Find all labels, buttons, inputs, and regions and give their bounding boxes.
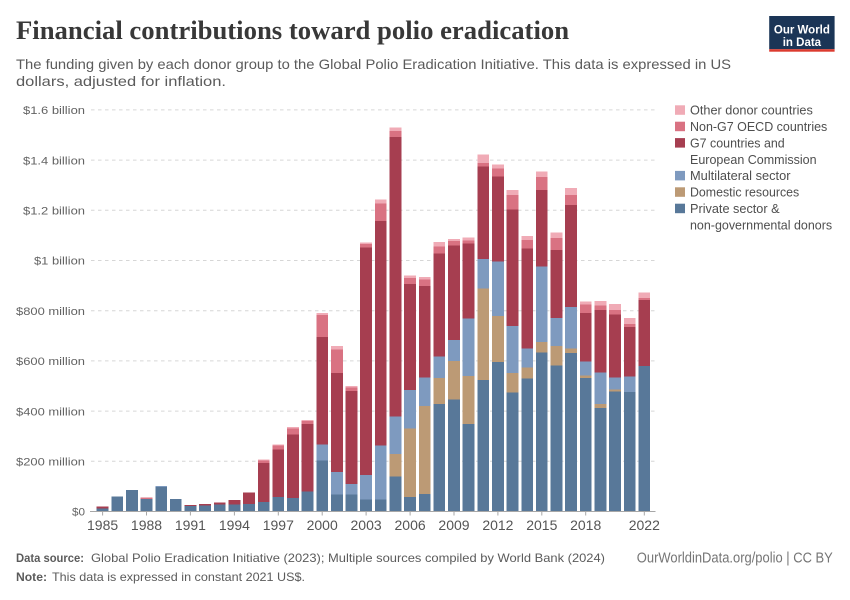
- svg-text:$400 million: $400 million: [16, 406, 85, 418]
- svg-text:$600 million: $600 million: [16, 356, 85, 368]
- svg-text:G7 countries and: G7 countries and: [690, 135, 785, 150]
- svg-text:2012: 2012: [482, 517, 513, 533]
- svg-text:1997: 1997: [263, 517, 294, 533]
- svg-text:$200 million: $200 million: [16, 457, 85, 469]
- svg-text:Private sector &: Private sector &: [690, 201, 780, 216]
- svg-text:2018: 2018: [570, 517, 601, 533]
- svg-text:Global Polio Eradication Initi: Global Polio Eradication Initiative (202…: [91, 551, 605, 565]
- svg-text:OurWorldinData.org/polio | CC: OurWorldinData.org/polio | CC BY: [637, 551, 833, 567]
- svg-text:Other donor countries: Other donor countries: [690, 103, 813, 118]
- svg-text:$0: $0: [72, 507, 85, 519]
- svg-text:2022: 2022: [629, 517, 660, 533]
- svg-text:1985: 1985: [87, 517, 118, 533]
- svg-text:in Data: in Data: [783, 37, 822, 49]
- svg-text:European Commission: European Commission: [690, 152, 817, 167]
- svg-text:Financial contributions toward: Financial contributions toward polio era…: [16, 15, 569, 45]
- svg-text:Data source:: Data source:: [16, 551, 84, 565]
- svg-text:Note:: Note:: [16, 570, 47, 584]
- svg-text:This data is expressed in cons: This data is expressed in constant 2021 …: [52, 570, 305, 584]
- svg-text:2009: 2009: [438, 517, 469, 533]
- svg-text:1994: 1994: [219, 517, 250, 533]
- svg-text:non-governmental donors: non-governmental donors: [690, 217, 833, 232]
- svg-text:1988: 1988: [131, 517, 162, 533]
- svg-text:The funding given by each dono: The funding given by each donor group to…: [16, 56, 731, 72]
- svg-text:1991: 1991: [175, 517, 206, 533]
- svg-text:2000: 2000: [307, 517, 338, 533]
- svg-text:Domestic resources: Domestic resources: [690, 185, 800, 200]
- svg-text:$1.4 billion: $1.4 billion: [23, 155, 85, 167]
- svg-text:2015: 2015: [526, 517, 557, 533]
- svg-text:$1.2 billion: $1.2 billion: [23, 206, 85, 218]
- svg-text:Multilateral sector: Multilateral sector: [690, 168, 791, 183]
- svg-text:Our World: Our World: [774, 25, 830, 37]
- svg-text:Non-G7 OECD countries: Non-G7 OECD countries: [690, 119, 828, 134]
- svg-text:2003: 2003: [351, 517, 382, 533]
- svg-text:dollars, adjusted for inflatio: dollars, adjusted for inflation.: [16, 73, 226, 89]
- svg-text:$1.6 billion: $1.6 billion: [23, 105, 85, 117]
- svg-text:$1 billion: $1 billion: [34, 256, 85, 268]
- svg-text:2006: 2006: [395, 517, 426, 533]
- svg-text:$800 million: $800 million: [16, 306, 85, 318]
